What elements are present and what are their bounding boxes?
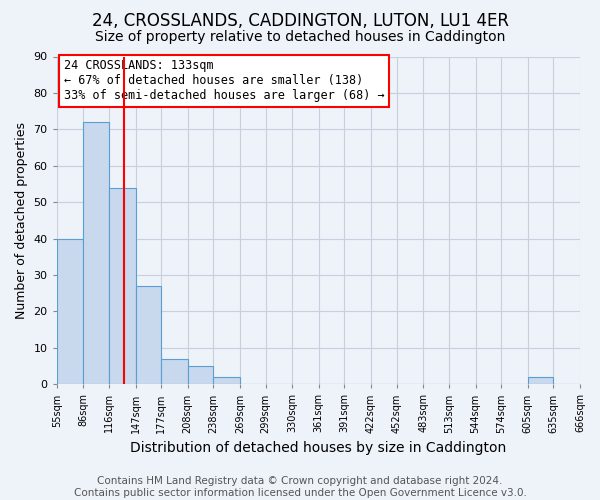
Bar <box>161 359 188 384</box>
Bar <box>528 377 553 384</box>
Bar <box>188 366 214 384</box>
Text: 24, CROSSLANDS, CADDINGTON, LUTON, LU1 4ER: 24, CROSSLANDS, CADDINGTON, LUTON, LU1 4… <box>91 12 509 30</box>
Bar <box>214 377 240 384</box>
Text: Contains HM Land Registry data © Crown copyright and database right 2024.
Contai: Contains HM Land Registry data © Crown c… <box>74 476 526 498</box>
Bar <box>57 238 83 384</box>
Bar <box>109 188 136 384</box>
X-axis label: Distribution of detached houses by size in Caddington: Distribution of detached houses by size … <box>130 441 506 455</box>
Text: Size of property relative to detached houses in Caddington: Size of property relative to detached ho… <box>95 30 505 44</box>
Y-axis label: Number of detached properties: Number of detached properties <box>15 122 28 319</box>
Bar <box>136 286 161 384</box>
Text: 24 CROSSLANDS: 133sqm
← 67% of detached houses are smaller (138)
33% of semi-det: 24 CROSSLANDS: 133sqm ← 67% of detached … <box>64 60 384 102</box>
Bar <box>83 122 109 384</box>
